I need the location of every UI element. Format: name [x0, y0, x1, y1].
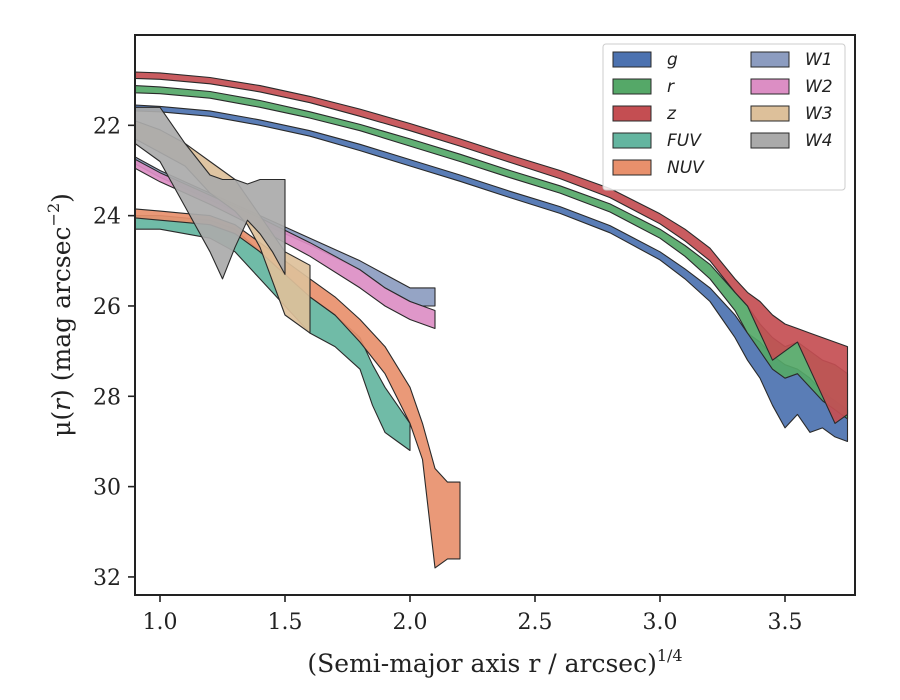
y-axis-label: μ(r) (mag arcsec−2)	[44, 193, 76, 437]
y-tick-label: 24	[93, 205, 121, 230]
x-axis: 1.0 1.5 2.0 2.5 3.0 3.5	[143, 595, 803, 635]
x-tick-label: 1.5	[268, 610, 303, 635]
legend-swatch-g	[612, 51, 652, 68]
y-tick-label: 32	[93, 566, 121, 591]
legend-label-r: r	[667, 77, 675, 97]
legend-swatch-nuv	[612, 159, 652, 176]
x-axis-label-exponent: 1/4	[657, 646, 683, 665]
plot-frame	[134, 34, 856, 596]
legend-swatch-w4	[750, 132, 790, 149]
legend-swatch-w2	[750, 78, 790, 95]
legend-label-fuv: FUV	[667, 131, 702, 151]
x-tick-label: 3.0	[643, 610, 678, 635]
y-axis: 22 24 26 28 30 32	[93, 114, 135, 591]
legend-label-g: g	[667, 50, 678, 70]
legend-label-w2: W2	[805, 77, 833, 97]
legend-swatch-z	[612, 105, 652, 122]
legend-swatch-fuv	[612, 132, 652, 149]
y-tick-label: 26	[93, 295, 121, 320]
legend-swatch-w3	[750, 105, 790, 122]
legend-label-w1: W1	[805, 50, 833, 70]
x-axis-label: (Semi-major axis r / arcsec)1/4	[307, 646, 682, 678]
series-band-z	[135, 71, 849, 424]
series-band-w4	[135, 106, 286, 280]
legend-swatch-r	[612, 78, 652, 95]
x-tick-label: 1.0	[143, 610, 178, 635]
y-axis-label-exponent: −2	[44, 203, 63, 227]
x-tick-label: 3.5	[768, 610, 803, 635]
series-band-g	[135, 104, 849, 443]
legend-label-nuv: NUV	[667, 158, 705, 178]
x-tick-label: 2.5	[518, 610, 553, 635]
y-tick-label: 30	[93, 476, 121, 501]
legend-label-w3: W3	[805, 104, 833, 124]
legend: grz FUV NUV W1 W2 W3 W4	[602, 43, 846, 191]
y-tick-label: 28	[93, 385, 121, 410]
y-tick-label: 22	[93, 114, 121, 139]
legend-label-w4: W4	[805, 131, 833, 151]
legend-label-z: z	[666, 104, 677, 124]
series-layer	[135, 71, 849, 569]
legend-swatch-w1	[750, 51, 790, 68]
series-band-r	[135, 85, 849, 420]
x-tick-label: 2.0	[393, 610, 428, 635]
